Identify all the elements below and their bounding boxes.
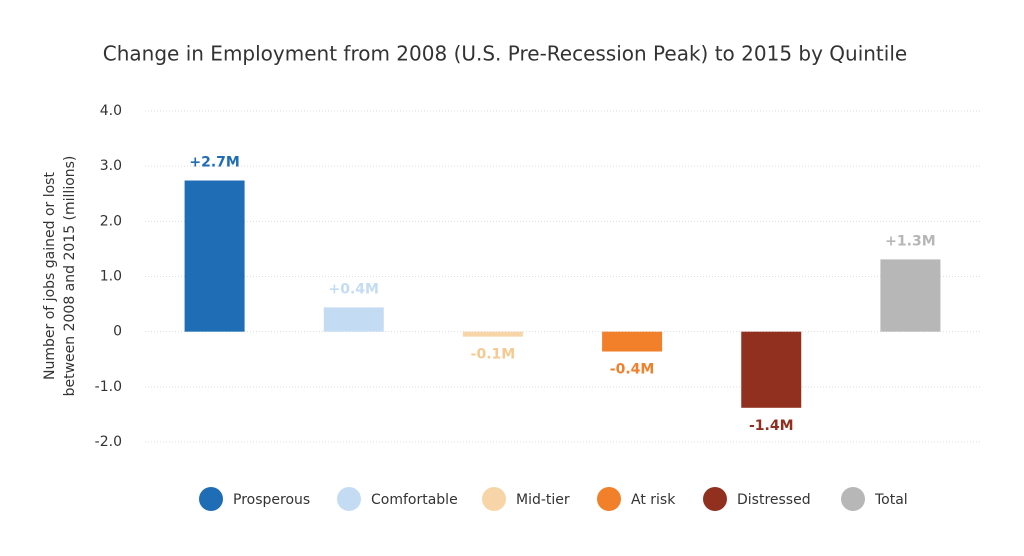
legend-swatch [703, 487, 727, 511]
bar [741, 331, 802, 408]
y-axis-label: between 2008 and 2015 (millions) [62, 156, 78, 397]
legend-swatch [597, 487, 621, 511]
bar [602, 331, 663, 352]
data-label: +0.4M [329, 281, 379, 297]
legend-label: Distressed [737, 492, 811, 508]
y-tick-label: 2.0 [100, 213, 122, 229]
bar [462, 331, 523, 337]
legend-swatch [337, 487, 361, 511]
legend-label: Mid-tier [516, 492, 570, 508]
y-tick-label: 0 [113, 324, 122, 340]
data-label: -1.4M [749, 418, 794, 434]
legend-label: At risk [631, 492, 676, 508]
legend-swatch [482, 487, 506, 511]
y-tick-label: -1.0 [95, 379, 122, 395]
data-label: +2.7M [189, 155, 239, 171]
y-tick-label: 1.0 [100, 269, 122, 285]
y-axis-label: Number of jobs gained or lost [42, 172, 58, 380]
legend-label: Total [874, 492, 908, 508]
y-tick-label: 4.0 [100, 103, 122, 119]
legend-swatch [841, 487, 865, 511]
data-label: -0.1M [471, 347, 516, 363]
legend-swatch [199, 487, 223, 511]
bar [880, 259, 941, 332]
legend-label: Comfortable [371, 492, 458, 508]
y-tick-label: -2.0 [95, 434, 122, 450]
bar [184, 180, 245, 332]
data-label: -0.4M [610, 362, 655, 378]
chart-title: Change in Employment from 2008 (U.S. Pre… [103, 42, 907, 66]
data-label: +1.3M [885, 233, 935, 249]
y-tick-label: 3.0 [100, 158, 122, 174]
legend-label: Prosperous [233, 492, 310, 508]
bar [323, 307, 384, 332]
